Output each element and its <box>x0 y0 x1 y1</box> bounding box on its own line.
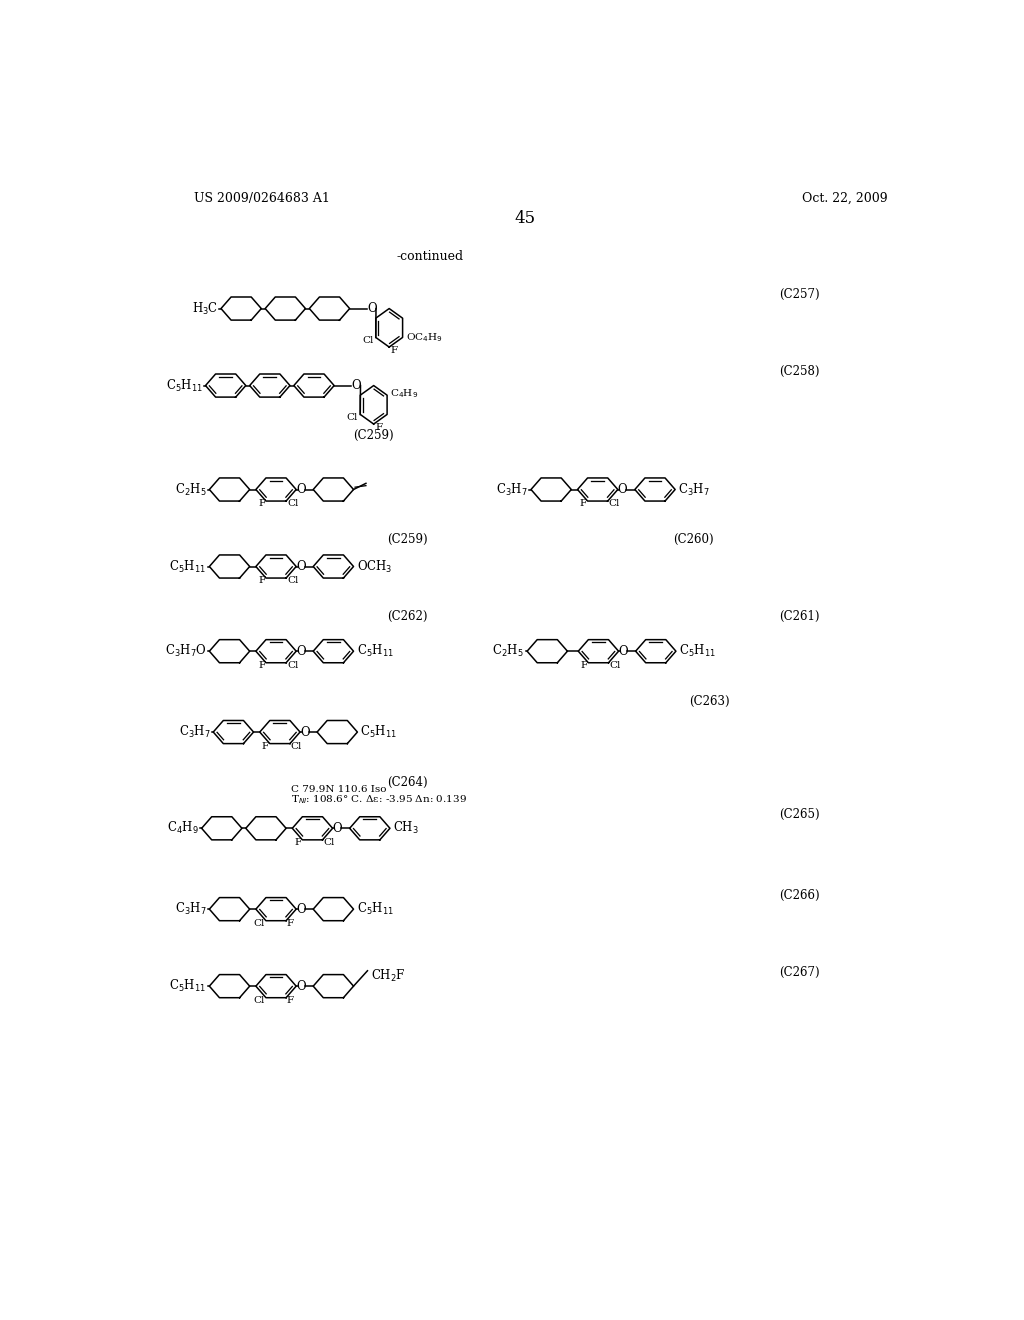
Text: O: O <box>333 822 342 834</box>
Text: Cl: Cl <box>346 413 358 422</box>
Text: Oct. 22, 2009: Oct. 22, 2009 <box>802 191 888 205</box>
Text: (C267): (C267) <box>779 966 819 979</box>
Text: Cl: Cl <box>609 661 621 669</box>
Text: C$_4$H$_9$: C$_4$H$_9$ <box>167 820 199 837</box>
Text: (C262): (C262) <box>387 610 427 623</box>
Text: C$_5$H$_{11}$: C$_5$H$_{11}$ <box>679 643 716 659</box>
Text: O: O <box>296 644 305 657</box>
Text: (C260): (C260) <box>674 533 714 546</box>
Text: C$_3$H$_7$: C$_3$H$_7$ <box>497 482 528 498</box>
Text: F: F <box>580 499 587 508</box>
Text: O: O <box>368 302 377 315</box>
Text: O: O <box>618 644 628 657</box>
Text: O: O <box>296 560 305 573</box>
Text: (C258): (C258) <box>779 366 819 379</box>
Text: F: F <box>258 499 265 508</box>
Text: C$_5$H$_{11}$: C$_5$H$_{11}$ <box>356 643 393 659</box>
Text: F: F <box>375 422 382 432</box>
Text: Cl: Cl <box>254 995 265 1005</box>
Text: (C261): (C261) <box>779 610 819 623</box>
Text: C$_5$H$_{11}$: C$_5$H$_{11}$ <box>360 723 397 741</box>
Text: Cl: Cl <box>362 337 374 345</box>
Text: F: F <box>581 661 588 669</box>
Text: OCH$_3$: OCH$_3$ <box>356 558 392 574</box>
Text: Cl: Cl <box>291 742 302 751</box>
Text: Cl: Cl <box>287 499 298 508</box>
Text: (C263): (C263) <box>689 694 729 708</box>
Text: O: O <box>296 979 305 993</box>
Text: C$_2$H$_5$: C$_2$H$_5$ <box>493 643 524 659</box>
Text: O: O <box>352 379 361 392</box>
Text: C 79.9N 110.6 Iso: C 79.9N 110.6 Iso <box>291 785 386 795</box>
Text: C$_3$H$_7$: C$_3$H$_7$ <box>178 723 210 741</box>
Text: F: F <box>262 742 269 751</box>
Text: C$_3$H$_7$O: C$_3$H$_7$O <box>165 643 206 659</box>
Text: O: O <box>296 483 305 496</box>
Text: C$_5$H$_{11}$: C$_5$H$_{11}$ <box>170 558 206 574</box>
Text: F: F <box>287 995 294 1005</box>
Text: C$_5$H$_{11}$: C$_5$H$_{11}$ <box>166 378 203 393</box>
Text: C$_3$H$_7$: C$_3$H$_7$ <box>678 482 710 498</box>
Text: F: F <box>258 576 265 585</box>
Text: -continued: -continued <box>396 251 464 264</box>
Text: (C265): (C265) <box>779 808 819 821</box>
Text: (C257): (C257) <box>779 288 819 301</box>
Text: CH$_3$: CH$_3$ <box>393 820 419 837</box>
Text: F: F <box>287 919 294 928</box>
Text: (C266): (C266) <box>779 888 819 902</box>
Text: Cl: Cl <box>608 499 620 508</box>
Text: O: O <box>617 483 628 496</box>
Text: H$_3$C: H$_3$C <box>191 301 218 317</box>
Text: C$_5$H$_{11}$: C$_5$H$_{11}$ <box>356 902 393 917</box>
Text: 45: 45 <box>514 210 536 227</box>
Text: O: O <box>296 903 305 916</box>
Text: Cl: Cl <box>287 661 298 669</box>
Text: (C259): (C259) <box>353 429 394 442</box>
Text: (C264): (C264) <box>387 776 427 788</box>
Text: F: F <box>391 346 398 355</box>
Text: T$_{NI}$: 108.6° C. Δε: -3.95 Δn: 0.139: T$_{NI}$: 108.6° C. Δε: -3.95 Δn: 0.139 <box>291 793 467 807</box>
Text: F: F <box>295 838 302 847</box>
Text: F: F <box>258 661 265 669</box>
Text: Cl: Cl <box>324 838 335 847</box>
Text: C$_3$H$_7$: C$_3$H$_7$ <box>175 902 206 917</box>
Text: Cl: Cl <box>287 576 298 585</box>
Text: US 2009/0264683 A1: US 2009/0264683 A1 <box>194 191 330 205</box>
Text: C$_4$H$_9$: C$_4$H$_9$ <box>390 387 419 400</box>
Text: Cl: Cl <box>254 919 265 928</box>
Text: (C259): (C259) <box>387 533 427 546</box>
Text: C$_5$H$_{11}$: C$_5$H$_{11}$ <box>170 978 206 994</box>
Text: CH$_2$F: CH$_2$F <box>371 968 406 983</box>
Text: OC$_4$H$_9$: OC$_4$H$_9$ <box>407 331 443 343</box>
Text: O: O <box>300 726 309 739</box>
Text: C$_2$H$_5$: C$_2$H$_5$ <box>175 482 206 498</box>
